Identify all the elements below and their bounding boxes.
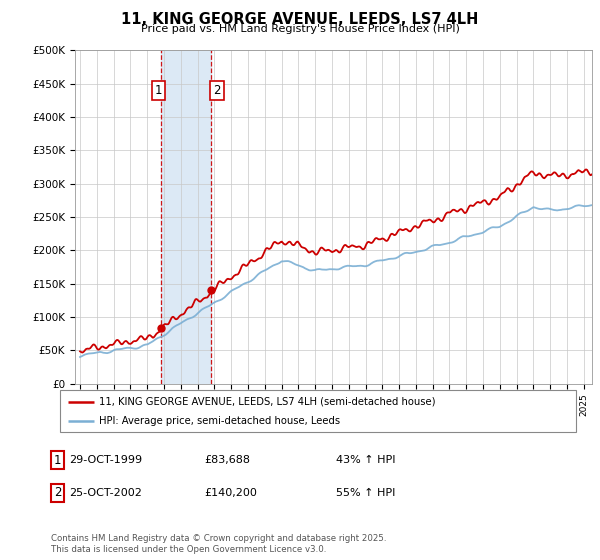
FancyBboxPatch shape (51, 451, 64, 469)
Bar (161, 50, 211, 384)
Text: 1: 1 (155, 84, 163, 97)
Text: 29-OCT-1999: 29-OCT-1999 (70, 455, 143, 465)
FancyBboxPatch shape (60, 390, 576, 432)
Text: Contains HM Land Registry data © Crown copyright and database right 2025.
This d: Contains HM Land Registry data © Crown c… (51, 534, 386, 554)
Text: 43% ↑ HPI: 43% ↑ HPI (336, 455, 395, 465)
FancyBboxPatch shape (51, 484, 64, 502)
Text: 25-OCT-2002: 25-OCT-2002 (70, 488, 142, 498)
Text: £140,200: £140,200 (204, 488, 257, 498)
Text: 11, KING GEORGE AVENUE, LEEDS, LS7 4LH (semi-detached house): 11, KING GEORGE AVENUE, LEEDS, LS7 4LH (… (98, 396, 435, 407)
Text: 1: 1 (54, 454, 61, 467)
Text: 2: 2 (214, 84, 221, 97)
Text: Price paid vs. HM Land Registry's House Price Index (HPI): Price paid vs. HM Land Registry's House … (140, 24, 460, 34)
Text: 2: 2 (54, 486, 61, 500)
Text: HPI: Average price, semi-detached house, Leeds: HPI: Average price, semi-detached house,… (98, 416, 340, 426)
Text: £83,688: £83,688 (204, 455, 250, 465)
Text: 55% ↑ HPI: 55% ↑ HPI (336, 488, 395, 498)
Text: 11, KING GEORGE AVENUE, LEEDS, LS7 4LH: 11, KING GEORGE AVENUE, LEEDS, LS7 4LH (121, 12, 479, 27)
